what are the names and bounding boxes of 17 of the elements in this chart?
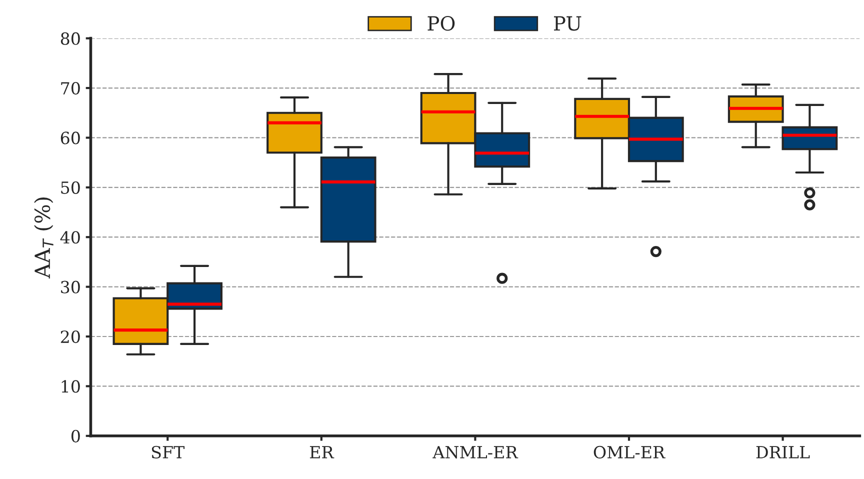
x-tick-label: OML-ER <box>594 446 666 459</box>
y-tick-label: 0 <box>71 430 80 442</box>
y-tick-label: 80 <box>60 32 80 45</box>
y-tick-label: 30 <box>61 280 80 294</box>
y-axis-title: AA$_{T}$ (%) <box>34 198 54 278</box>
y-tick-label: 70 <box>61 82 80 95</box>
legend-label: PU <box>554 16 582 31</box>
x-tick-label: ANML-ER <box>432 446 518 459</box>
y-tick-label: 50 <box>61 181 80 194</box>
y-tick-label: 60 <box>60 132 80 144</box>
x-tick-label: ER <box>310 446 334 458</box>
y-tick-label: 10 <box>62 380 80 393</box>
y-tick-label: 40 <box>60 231 80 244</box>
x-tick-label: DRILL <box>756 446 810 458</box>
y-tick-label: 20 <box>60 330 80 344</box>
x-tick-label: SFT <box>152 446 184 459</box>
legend-label: PO <box>428 16 455 31</box>
